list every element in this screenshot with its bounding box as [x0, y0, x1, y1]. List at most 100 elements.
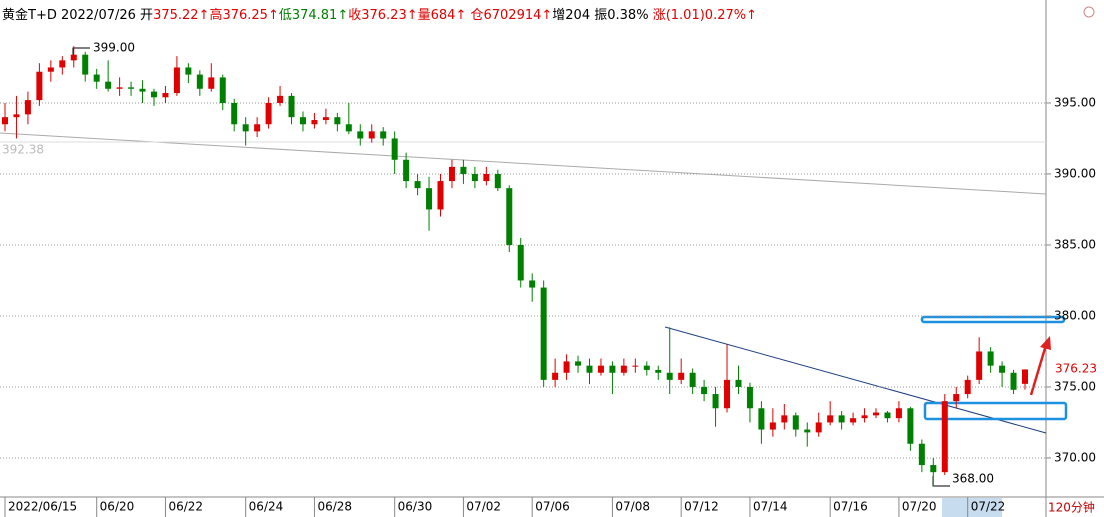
candle-body [288, 95, 295, 118]
period: 120分钟 [1048, 500, 1095, 515]
level-box [920, 315, 1066, 324]
header-volume: 量684↑ [417, 8, 467, 23]
candle-body [150, 91, 157, 98]
candle-body [59, 60, 66, 68]
x-tick-label: 06/20 [100, 500, 135, 514]
candle-body [219, 77, 226, 103]
candle-body [47, 67, 54, 72]
candle-body [861, 415, 868, 419]
last-price: 376.23 [1055, 362, 1097, 376]
y-tick-label: 380.00 [1054, 308, 1096, 322]
candle-body [105, 81, 112, 89]
candle-body [24, 100, 31, 115]
candle-body [804, 429, 811, 433]
candle-body [907, 408, 914, 444]
x-tick-label: 07/20 [902, 500, 937, 514]
candle-body [941, 401, 948, 473]
x-tick-label: 07/08 [615, 500, 650, 514]
candle-body [895, 408, 902, 419]
candle-body [838, 415, 845, 423]
header-open-label: 开 [140, 8, 154, 23]
header-open: 375.22↑ [153, 8, 210, 23]
header-close: 收376.23↑ [348, 8, 418, 23]
candle-body [380, 131, 387, 139]
x-tick-label: 07/12 [684, 500, 719, 514]
candle-body [850, 418, 857, 423]
candle-body [724, 379, 731, 409]
candle-body [483, 173, 490, 182]
candle-body [70, 54, 77, 61]
high-label: 399.00 [93, 41, 135, 55]
candle-body [139, 88, 146, 92]
candle-body [334, 117, 341, 125]
leader-line [72, 47, 90, 56]
arrow [1029, 344, 1048, 396]
candle-body [368, 131, 375, 139]
candle-body [345, 124, 352, 132]
candle-body [597, 365, 604, 373]
candle-body [987, 351, 994, 366]
candle-body [277, 95, 284, 103]
header: 黄金T+D 2022/07/26 开375.22↑高376.25↑低374.81… [2, 4, 757, 23]
candle-body [712, 394, 719, 409]
candle-body [815, 422, 822, 433]
header-change: 涨(1.01)0.27%↑ [652, 8, 757, 23]
candle-body [620, 365, 627, 373]
candle-body [265, 102, 272, 125]
candle-body [632, 365, 639, 367]
trend-line [0, 132, 1047, 195]
candle-body [403, 159, 410, 182]
x-tick-label: 06/22 [168, 500, 203, 514]
candle-body [976, 351, 983, 380]
candle-body [999, 365, 1006, 373]
candle-body [460, 166, 467, 174]
candle-body [311, 120, 318, 125]
icon[interactable] [1083, 6, 1095, 18]
candle-body [471, 173, 478, 182]
header-position: 仓6702914↑ [470, 8, 553, 23]
header-low: 低374.81↑ [278, 8, 349, 23]
x-tick-label: 2022/06/15 [8, 500, 77, 514]
candle-body [884, 412, 891, 419]
candle-body [781, 415, 788, 423]
candle-body [964, 379, 971, 395]
level-box [923, 401, 1068, 421]
low-label: 368.00 [952, 472, 994, 486]
candle-body [231, 102, 238, 125]
candle-body [448, 166, 455, 182]
header-increase: 增204 [552, 8, 591, 23]
candle-body [586, 365, 593, 373]
candle-body [575, 361, 582, 366]
x-tick-label: 06/28 [317, 500, 352, 514]
candle-body [242, 124, 249, 132]
candle-body [128, 87, 135, 89]
header-amplitude: 振0.38% [594, 8, 649, 23]
y-tick-label: 370.00 [1054, 450, 1096, 464]
candle-body [758, 408, 765, 430]
candle-body [540, 287, 547, 380]
trend-line [664, 326, 1047, 434]
candle-body [116, 87, 123, 89]
candle-body [792, 415, 799, 430]
axis-highlight [942, 498, 1002, 517]
candle-body [357, 131, 364, 139]
ref-label: 392.38 [2, 143, 44, 157]
candle-body [873, 412, 880, 416]
candle-body [517, 244, 524, 281]
arrow-head [1040, 336, 1051, 350]
candle-body [82, 54, 89, 75]
candle-body [391, 138, 398, 160]
candle-body [1022, 369, 1028, 384]
x-tick-label: 06/30 [398, 500, 433, 514]
candle-body [678, 372, 685, 380]
candle-body [208, 77, 215, 89]
candle-body [918, 443, 925, 466]
y-tick-label: 385.00 [1054, 237, 1096, 251]
candle-body [769, 422, 776, 430]
candle-body [196, 74, 203, 89]
y-tick-label: 395.00 [1054, 95, 1096, 109]
x-tick-label: 07/02 [466, 500, 501, 514]
candle-body [827, 415, 834, 423]
candle-body [93, 74, 100, 82]
